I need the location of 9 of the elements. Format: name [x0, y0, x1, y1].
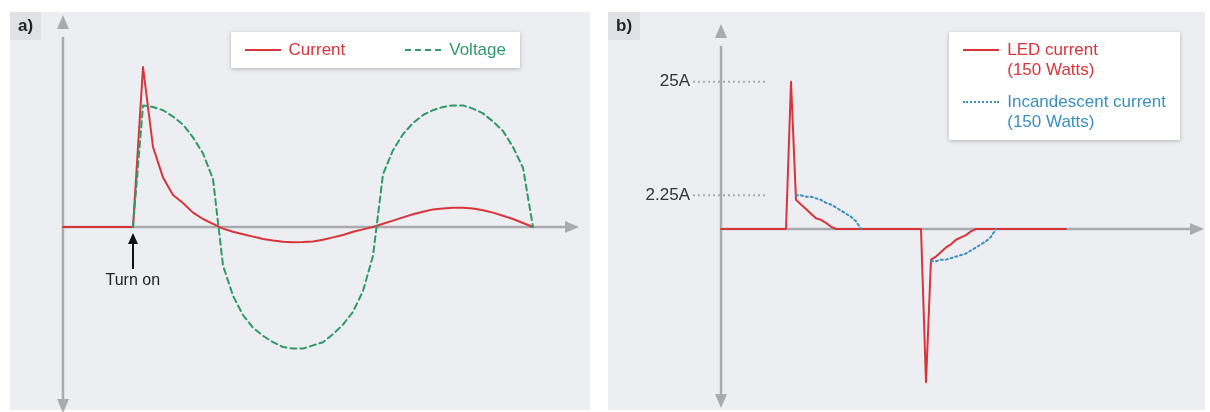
- chart-title: b): [608, 12, 641, 40]
- chart-title: a): [10, 12, 42, 40]
- legend-label: Voltage: [449, 40, 506, 60]
- ref-line-label: 2.25A: [645, 184, 691, 204]
- legend-label: Current: [288, 40, 346, 60]
- annotation: Turn on: [105, 271, 161, 289]
- legend-label: Incandescent current (150 Watts): [1007, 92, 1166, 132]
- ref-line-label: 25A: [659, 71, 691, 91]
- legend-label: LED current (150 Watts): [1007, 40, 1098, 80]
